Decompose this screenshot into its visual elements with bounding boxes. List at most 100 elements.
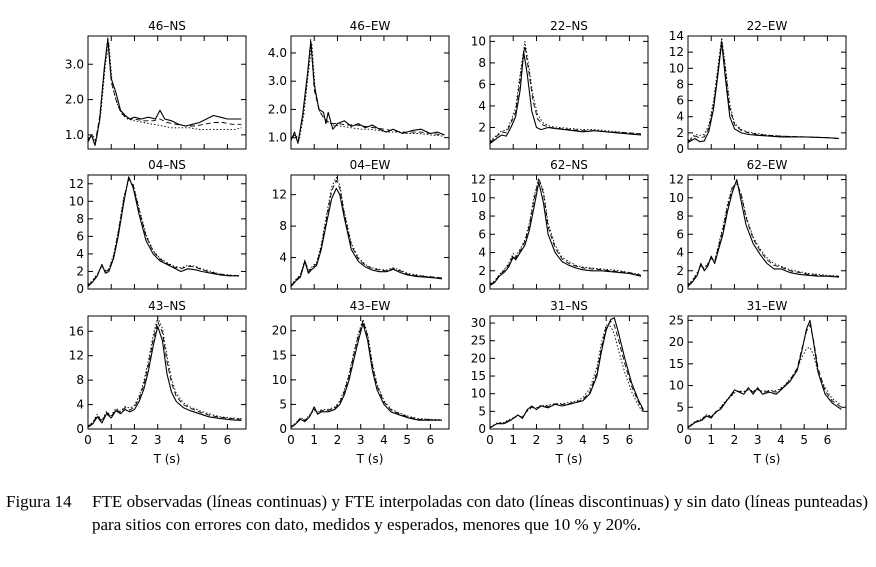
series-line-solid (87, 325, 242, 428)
series-line-dotted (87, 179, 240, 285)
chart-panel-4: 04–NS 0 2 4 6 8 10 12 (69, 158, 247, 296)
panel-title: 46–NS (148, 19, 186, 33)
panel-title: 46–EW (350, 19, 391, 33)
x-tick-label: 6 (427, 433, 435, 447)
x-tick-label: 2 (131, 433, 139, 447)
y-tick-label: 25 (669, 313, 684, 327)
series-line-solid (290, 322, 442, 428)
x-tick-label: 0 (486, 433, 494, 447)
series-line-solid (687, 41, 840, 143)
x-tick-label: 1 (107, 433, 115, 447)
x-axis-label: T (s) (753, 452, 781, 466)
plot-frame (489, 315, 649, 430)
y-tick-label: 4.0 (268, 46, 287, 60)
series-line-dashed (87, 178, 240, 286)
y-tick-label: 10 (471, 34, 486, 48)
x-axis-label: T (s) (356, 452, 384, 466)
y-tick-label: 4 (76, 398, 84, 412)
chart-panel-0: 46–NS 1.0 2.0 3.0 (65, 19, 247, 150)
x-tick-label: 5 (800, 433, 808, 447)
y-tick-label: 2 (478, 120, 486, 134)
y-tick-label: 0 (76, 282, 84, 296)
y-tick-label: 10 (669, 379, 684, 393)
y-tick-label: 10 (272, 373, 287, 387)
x-tick-label: 0 (84, 433, 92, 447)
x-tick-label: 2 (334, 433, 342, 447)
y-tick-label: 2 (676, 264, 684, 278)
series-line-solid (489, 181, 642, 286)
y-tick-label: 12 (69, 349, 84, 363)
plot-frame (489, 35, 649, 150)
x-tick-label: 3 (357, 433, 365, 447)
panel-title: 22–EW (747, 19, 788, 33)
series-line-solid (489, 317, 644, 429)
y-tick-label: 8 (478, 209, 486, 223)
y-tick-label: 30 (471, 316, 486, 330)
x-tick-label: 2 (533, 433, 541, 447)
y-tick-label: 8 (76, 212, 84, 226)
series-line-dashed (687, 39, 840, 143)
x-tick-label: 6 (824, 433, 832, 447)
series-line-dotted (290, 318, 443, 427)
y-tick-label: 3.0 (268, 74, 287, 88)
y-tick-label: 4 (676, 246, 684, 260)
series-line-dashed (687, 180, 839, 286)
y-tick-label: 5 (676, 400, 684, 414)
panel-title: 31–EW (747, 299, 788, 313)
series-line-solid (87, 176, 239, 287)
x-tick-label: 3 (556, 433, 564, 447)
panel-title: 62–EW (747, 158, 788, 172)
chart-panel-9: 43–EW 0 5 10 15 20 0 1 2 3 4 5 6 T (s) (272, 299, 450, 466)
chart-panel-6: 62–NS 0 2 4 6 8 10 12 (471, 158, 649, 296)
series-line-solid (87, 38, 242, 147)
y-tick-label: 2.0 (65, 93, 84, 107)
series-line-dashed (489, 45, 642, 143)
x-tick-label: 4 (177, 433, 185, 447)
y-tick-label: 6 (676, 94, 684, 108)
figure-svg: 46–NS 1.0 2.0 3.0 46–EW 1.0 2.0 3.0 4.0 22–NS 2 4 6 8… (65, 19, 847, 466)
series-line-dashed (687, 324, 842, 428)
series-line-dotted (489, 324, 644, 428)
y-tick-label: 0 (76, 422, 84, 436)
x-tick-label: 1 (509, 433, 517, 447)
plot-frame (687, 174, 847, 290)
y-tick-label: 2.0 (268, 102, 287, 116)
y-tick-label: 4 (478, 246, 486, 260)
panel-title: 43–EW (350, 299, 391, 313)
y-tick-label: 25 (471, 334, 486, 348)
y-tick-label: 12 (669, 45, 684, 59)
x-tick-label: 4 (380, 433, 388, 447)
y-tick-label: 0 (478, 282, 486, 296)
y-tick-label: 8 (676, 209, 684, 223)
series-line-dashed (290, 38, 445, 143)
x-tick-label: 4 (777, 433, 785, 447)
series-line-dashed (290, 180, 443, 287)
y-tick-label: 6 (478, 77, 486, 91)
series-line-dotted (87, 317, 242, 427)
plot-frame (290, 315, 450, 430)
figure-caption: Figura 14 FTE observadas (líneas continu… (6, 490, 868, 536)
x-tick-label: 0 (287, 433, 295, 447)
y-tick-label: 4 (676, 110, 684, 124)
y-tick-label: 2 (478, 264, 486, 278)
y-tick-label: 6 (478, 227, 486, 241)
series-line-dotted (687, 183, 840, 285)
y-tick-label: 5 (279, 397, 287, 411)
x-tick-label: 1 (707, 433, 715, 447)
series-line-solid (290, 41, 445, 144)
x-axis-label: T (s) (555, 452, 583, 466)
plot-frame (290, 174, 450, 290)
series-line-dotted (290, 176, 443, 286)
y-tick-label: 4 (478, 99, 486, 113)
x-tick-label: 6 (224, 433, 232, 447)
y-tick-label: 15 (669, 357, 684, 371)
series-line-solid (489, 51, 642, 145)
y-tick-label: 10 (69, 194, 84, 208)
plot-frame (687, 35, 847, 150)
caption-text: FTE observadas (líneas continuas) y FTE … (92, 492, 868, 534)
y-tick-label: 20 (272, 324, 287, 338)
chart-panel-5: 04–EW 0 4 8 12 (272, 158, 450, 296)
panel-title: 22–NS (550, 19, 588, 33)
y-tick-label: 10 (471, 191, 486, 205)
x-tick-label: 4 (579, 433, 587, 447)
